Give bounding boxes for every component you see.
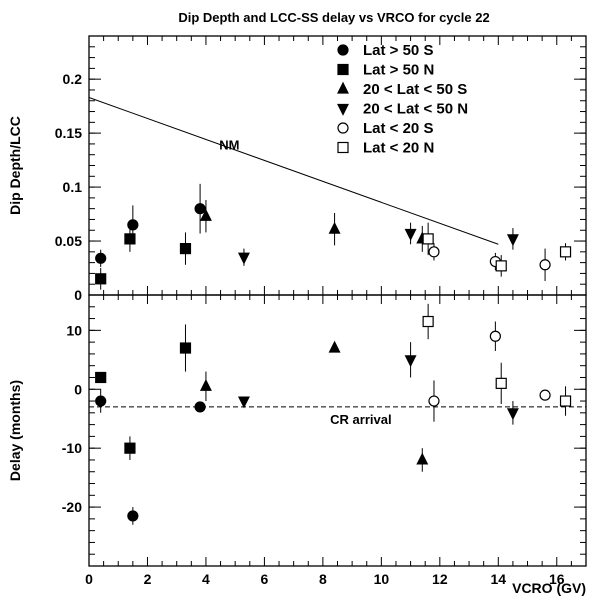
- bottom-y-tick-label: -10: [62, 440, 82, 456]
- bottom-data-point: [559, 395, 572, 407]
- top-data-point: [199, 208, 212, 221]
- x-tick-label: 2: [144, 571, 152, 587]
- bottom-data-point: [127, 510, 139, 522]
- bottom-data-point: [428, 395, 440, 407]
- legend-marker: [337, 63, 349, 76]
- bottom-data-point: [506, 408, 519, 421]
- legend-marker: [337, 141, 349, 154]
- dip-depth-panel: 0 0.05 0.1 0.15 0.2 Dip Depth/LCC NM: [7, 35, 587, 303]
- bottom-data-point: [416, 452, 429, 465]
- top-y-tick-label: 0.15: [55, 125, 82, 141]
- x-tick-label: 0: [85, 571, 93, 587]
- legend-label: Lat > 50 N: [363, 62, 434, 79]
- top-y-axis-label: Dip Depth/LCC: [7, 116, 23, 215]
- top-data-point: [428, 246, 440, 258]
- bottom-data-point: [422, 315, 434, 328]
- top-data-point: [404, 228, 417, 241]
- top-data-point: [179, 242, 192, 255]
- top-data-point: [95, 252, 107, 264]
- legend-marker: [337, 122, 349, 134]
- top-data-point: [194, 203, 206, 215]
- bottom-data-point: [237, 396, 250, 409]
- x-tick-label: 10: [374, 571, 390, 587]
- x-tick-label: 8: [319, 571, 327, 587]
- top-data-point: [495, 260, 507, 272]
- cr-arrival-label: CR arrival: [330, 412, 391, 427]
- legend-label: Lat < 20 N: [363, 140, 434, 157]
- legend-label: 20 < Lat < 50 S: [363, 81, 467, 98]
- top-data-point: [237, 252, 250, 265]
- top-y-tick-label: 0.1: [63, 179, 83, 195]
- legend-label: Lat > 50 S: [363, 42, 433, 59]
- legend-marker: [337, 81, 349, 94]
- delay-panel: -20 -10 0 10 Delay (months) CR arrival 0 2 4 6 8 10…: [7, 294, 587, 587]
- x-tick-label: 16: [549, 571, 565, 587]
- bottom-data-point: [179, 342, 192, 354]
- top-data-point: [506, 234, 519, 247]
- top-y-tick-label: 0.05: [55, 233, 82, 249]
- top-data-point: [539, 259, 551, 271]
- bottom-y-tick-label: 0: [74, 381, 82, 397]
- top-y-tick-label: 0.2: [63, 71, 83, 87]
- x-tick-label: 14: [491, 571, 507, 587]
- top-data-point: [328, 221, 341, 234]
- top-data-point: [127, 219, 139, 231]
- bottom-data-point: [489, 330, 501, 342]
- bottom-y-tick-label: -20: [62, 499, 82, 515]
- x-tick-label: 6: [261, 571, 269, 587]
- nm-line: [88, 97, 499, 245]
- bottom-data-point: [539, 389, 551, 401]
- bottom-data-point: [199, 378, 212, 391]
- bottom-data-point: [495, 377, 507, 389]
- x-axis-label: VCRO (GV): [512, 580, 586, 596]
- bottom-y-axis-label: Delay (months): [7, 380, 23, 481]
- top-data-point: [559, 246, 572, 258]
- bottom-data-point: [194, 401, 206, 413]
- bottom-plot-frame: [88, 294, 587, 567]
- legend-label: Lat < 20 S: [363, 120, 433, 137]
- top-y-tick-label: 0: [74, 287, 82, 303]
- x-tick-label: 12: [432, 571, 448, 587]
- bottom-y-tick-label: 10: [66, 322, 82, 338]
- bottom-data-point: [404, 355, 417, 368]
- bottom-data-point: [95, 395, 107, 407]
- nm-label: NM: [219, 137, 239, 152]
- top-data-point: [124, 233, 136, 245]
- legend-label: 20 < Lat < 50 N: [363, 101, 468, 118]
- top-data-point: [422, 233, 434, 245]
- top-data-point: [95, 273, 107, 285]
- legend: Lat > 50 S Lat > 50 N 20 < Lat < 50 S 20 < …: [337, 42, 468, 157]
- chart-title: Dip Depth and LCC-SS delay vs VRCO for c…: [178, 10, 489, 25]
- bottom-data-point: [95, 371, 107, 384]
- legend-marker: [337, 44, 349, 56]
- bottom-data-point: [328, 340, 341, 353]
- bottom-data-point: [124, 442, 136, 454]
- legend-marker: [337, 103, 349, 116]
- x-tick-label: 4: [202, 571, 210, 587]
